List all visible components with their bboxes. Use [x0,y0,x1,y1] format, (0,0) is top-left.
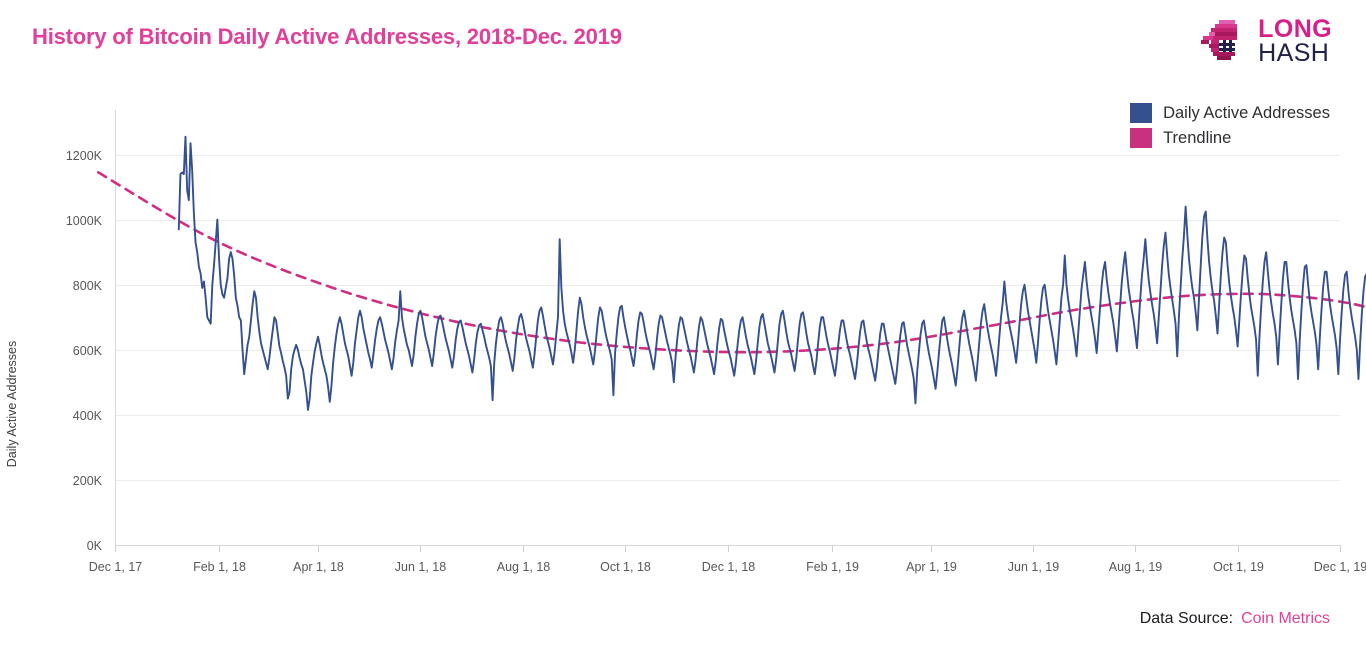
x-axis-tick-label: Feb 1, 19 [806,560,859,574]
trendline-series-path [96,171,1366,354]
y-axis-tick-label: 1000K [66,214,103,228]
daily-active-addresses-series-path [177,135,1366,411]
y-axis-tick-label: 400K [73,409,103,423]
logo-wordmark: LONG HASH [1258,15,1332,67]
data-source-footer: Data Source: Coin Metrics [1140,610,1330,628]
legend-swatch-trendline [1130,128,1153,148]
y-axis-title: Daily Active Addresses [5,341,19,467]
y-axis-tick-labels: 0K 200K 400K 600K 800K 1000K 1200K [66,149,103,553]
x-axis-tick-label: Aug 1, 18 [497,560,551,574]
y-axis-tick-label: 200K [73,474,103,488]
legend-label-daily-active-addresses: Daily Active Addresses [1163,103,1330,122]
x-axis-tick-marks [115,545,1341,552]
x-axis-tick-label: Apr 1, 19 [906,560,957,574]
chart-legend: Daily Active Addresses Trendline [1130,103,1330,148]
legend-label-trendline: Trendline [1163,128,1232,147]
x-axis-tick-label: Aug 1, 19 [1109,560,1163,574]
x-axis-tick-label: Oct 1, 18 [600,560,651,574]
data-source-label: Data Source: [1139,610,1234,627]
data-source-value[interactable]: Coin Metrics [1241,610,1330,627]
chart-plot-area: 0K 200K 400K 600K 800K 1000K 1200K Dec 1, 17 Fe… [0,88,1366,588]
page-title: History of Bitcoin Daily Active Addresse… [32,24,622,49]
y-axis-tick-label: 1200K [66,149,103,163]
longhash-logo: LONG HASH [1199,14,1332,68]
x-axis-tick-label: Oct 1, 19 [1213,560,1264,574]
legend-swatch-daily-active-addresses [1130,103,1153,123]
chart-svg: 0K 200K 400K 600K 800K 1000K 1200K Dec 1, 17 Fe… [5,110,1366,574]
legend-item-trendline[interactable]: Trendline [1130,128,1330,148]
x-axis-tick-label: Jun 1, 19 [1008,560,1059,574]
logo-word-hash: HASH [1258,39,1330,67]
x-axis-tick-label: Jun 1, 18 [395,560,446,574]
longhash-pixel-creature-icon [1201,20,1238,60]
x-axis-tick-label: Apr 1, 18 [293,560,344,574]
x-axis-tick-label: Dec 1, 19 [1314,560,1366,574]
logo-word-long: LONG [1258,15,1332,43]
y-axis-tick-label: 0K [87,539,103,553]
x-axis-tick-labels: Dec 1, 17 Feb 1, 18 Apr 1, 18 Jun 1, 18 Aug … [89,560,1366,574]
y-axis-tick-label: 800K [73,279,103,293]
x-axis-tick-label: Feb 1, 18 [193,560,246,574]
chart-header: History of Bitcoin Daily Active Addresse… [0,0,1366,88]
x-axis-tick-label: Dec 1, 18 [702,560,756,574]
x-axis-tick-label: Dec 1, 17 [89,560,143,574]
legend-item-daily-active-addresses[interactable]: Daily Active Addresses [1130,103,1330,123]
y-axis-tick-label: 600K [73,344,103,358]
